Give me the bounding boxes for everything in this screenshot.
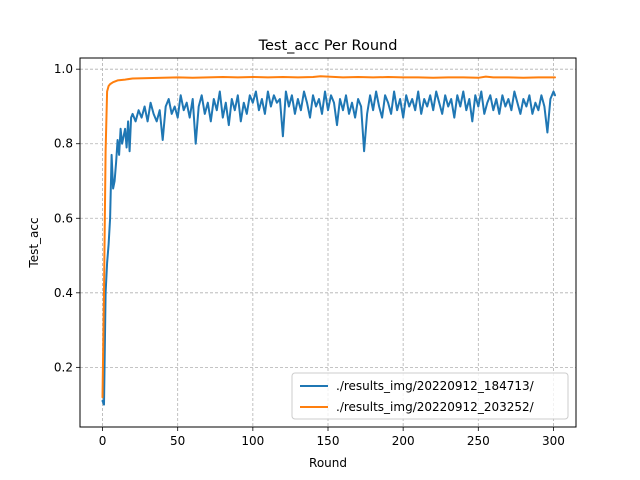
chart-title: Test_acc Per Round — [258, 38, 398, 54]
series-line-1 — [101, 90, 556, 406]
y-tick-label: 0.6 — [54, 211, 73, 225]
y-tick-label: 1.0 — [54, 62, 73, 76]
x-tick-label: 150 — [317, 434, 340, 448]
x-tick-label: 200 — [392, 434, 415, 448]
y-axis-title: Test_acc — [27, 217, 41, 268]
x-tick-label: 100 — [241, 434, 264, 448]
x-tick-label: 300 — [542, 434, 565, 448]
legend-label-1: ./results_img/20220912_184713/ — [336, 379, 535, 393]
y-tick-label: 0.2 — [54, 360, 73, 374]
plot-series — [101, 75, 556, 406]
legend-box — [291, 372, 569, 420]
x-tick-label: 250 — [467, 434, 490, 448]
y-tick-label: 0.8 — [54, 137, 73, 151]
x-tick-label: 50 — [170, 434, 185, 448]
x-tick-label: 0 — [99, 434, 107, 448]
grid — [80, 58, 576, 427]
series-line-2 — [101, 75, 556, 399]
legend-label-2: ./results_img/20220912_203252/ — [336, 400, 535, 414]
y-tick-label: 0.4 — [54, 286, 73, 300]
ticks: 0 50 100 150 200 250 300 0.2 0.4 0.6 0.8 1.0 — [54, 62, 565, 448]
legend: ./results_img/20220912_184713/ ./results_… — [291, 372, 569, 420]
x-axis-title: Round — [309, 456, 347, 470]
